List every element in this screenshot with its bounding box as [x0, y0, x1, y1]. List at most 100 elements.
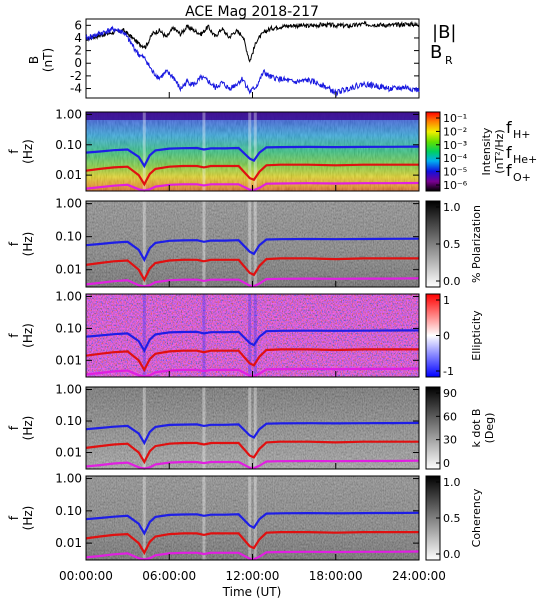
xlabel: Time (UT): [222, 585, 282, 599]
event-stripe: [248, 112, 252, 191]
gyrofreq-line-O: [85, 367, 420, 378]
xtick-label: 00:00:00: [59, 569, 113, 583]
colorbar-label: k dot B: [470, 409, 483, 448]
ytick-label: -4: [70, 82, 82, 96]
legend-gyro-sub: He+: [513, 153, 537, 166]
gyrofreq-line-H: [85, 511, 420, 536]
ytick-label: 0.01: [55, 536, 82, 550]
ylabel-f: f: [7, 241, 21, 246]
ylabel-b-unit: (nT): [41, 48, 55, 72]
event-stripe: [142, 476, 146, 560]
event-stripe: [202, 201, 206, 287]
legend-gyro-O+: f: [506, 161, 512, 180]
colorbar-tick-label: 10⁻⁵: [443, 166, 467, 179]
event-stripe: [248, 387, 252, 469]
event-stripe: [202, 476, 206, 560]
colorbar-tick-label: 60: [443, 410, 457, 423]
colorbar-tick-label: 30: [443, 434, 457, 447]
ytick-label: 0.01: [55, 446, 82, 460]
colorbar-intensity: [425, 111, 441, 192]
ytick-label: 0.01: [55, 168, 82, 182]
legend-B-magnitude: |B|: [432, 22, 456, 43]
ytick-label: 0.10: [55, 414, 82, 428]
event-stripe: [253, 112, 257, 191]
gyrofreq-line-He: [85, 348, 419, 373]
ytick-label: 0.10: [55, 230, 82, 244]
event-stripe: [142, 201, 146, 287]
event-stripe: [142, 294, 146, 377]
legend-gyro-He+: f: [506, 143, 512, 162]
gyrofreq-line-H: [85, 145, 420, 169]
colorbar-tick-label: 0: [443, 457, 450, 470]
colorbar-tick-label: 1.0: [443, 201, 461, 214]
colorbar-tick-label: 1.0: [443, 476, 461, 489]
series-B-radial: [85, 25, 420, 97]
colorbar-label: Coherency: [470, 488, 483, 547]
gyrofreq-line-H: [85, 329, 420, 354]
colorbar-tick-label: -1: [443, 365, 454, 378]
colorbar-tick-label: 10⁻⁴: [443, 152, 468, 165]
event-stripe: [248, 201, 252, 287]
colorbar-tick-label: 10⁻³: [443, 139, 467, 152]
ytick-label: 1.00: [55, 107, 82, 121]
event-stripe: [253, 201, 257, 287]
colorbar-label: % Polarization: [470, 205, 483, 283]
colorbar-label: Ellipticity: [470, 310, 483, 361]
xtick-label: 12:00:00: [226, 569, 280, 583]
ytick-label: 1.00: [55, 290, 82, 304]
gyrofreq-line-He: [85, 257, 419, 283]
colorbar-tick-label: 90: [443, 387, 457, 400]
legend-B-radial-sub: R: [445, 54, 453, 67]
colorbar-tick-label: 1: [443, 294, 450, 307]
ytick-label: 0.01: [55, 263, 82, 277]
panel-intensity-top-band: [86, 112, 419, 120]
colorbar-label: Intensity: [480, 127, 493, 175]
legend-gyro-sub: H+: [513, 128, 531, 141]
ylabel-f: f: [7, 515, 21, 520]
ylabel-f: f: [7, 333, 21, 338]
chart-title: ACE Mag 2018-217: [185, 4, 319, 20]
event-stripe: [142, 387, 146, 469]
series-B-magnitude: [85, 20, 420, 63]
ytick-label: 0.10: [55, 504, 82, 518]
gyrofreq-line-H: [85, 237, 420, 263]
ytick-label: 0: [74, 56, 82, 70]
gyrofreq-line-H: [85, 421, 420, 446]
ylabel-f-unit: (Hz): [21, 139, 35, 164]
ylabel-f-unit: (Hz): [21, 232, 35, 257]
colorbar-tick-label: 10⁻²: [443, 125, 467, 138]
legend-gyro-sub: O+: [513, 171, 531, 184]
ylabel-f: f: [7, 425, 21, 430]
ylabel-b: B: [27, 56, 41, 64]
gyrofreq-line-He: [85, 163, 419, 187]
ytick-label: 6: [74, 18, 82, 32]
event-stripe: [202, 387, 206, 469]
ytick-label: -2: [70, 69, 82, 83]
colorbar-unit: (nT²/Hz): [493, 129, 506, 173]
ytick-label: 0.10: [55, 321, 82, 335]
event-stripe: [202, 294, 206, 377]
gyrofreq-line-O: [85, 277, 420, 288]
ylabel-f: f: [7, 149, 21, 154]
colorbar-tick-label: 10⁻⁶: [443, 179, 468, 192]
colorbar-tick-label: 0: [443, 330, 450, 343]
ytick-label: 4: [74, 31, 82, 45]
ylabel-f-unit: (Hz): [21, 506, 35, 531]
event-stripe: [253, 387, 257, 469]
ylabel-f-unit: (Hz): [21, 323, 35, 348]
ytick-label: 0.01: [55, 353, 82, 367]
xtick-label: 18:00:00: [309, 569, 363, 583]
colorbar-kdotb: [425, 386, 441, 470]
legend-B-radial: B: [430, 42, 442, 63]
event-stripe: [253, 476, 257, 560]
xtick-label: 06:00:00: [142, 569, 196, 583]
ytick-label: 1.00: [55, 197, 82, 211]
gyrofreq-line-He: [85, 531, 419, 556]
colorbar-tick-label: 0.0: [443, 275, 461, 288]
colorbar-tick-label: 0.5: [443, 512, 461, 525]
event-stripe: [253, 294, 257, 377]
event-stripe: [142, 112, 146, 191]
legend-gyro-H+: f: [506, 118, 512, 137]
colorbar-unit: (Deg): [483, 413, 496, 444]
